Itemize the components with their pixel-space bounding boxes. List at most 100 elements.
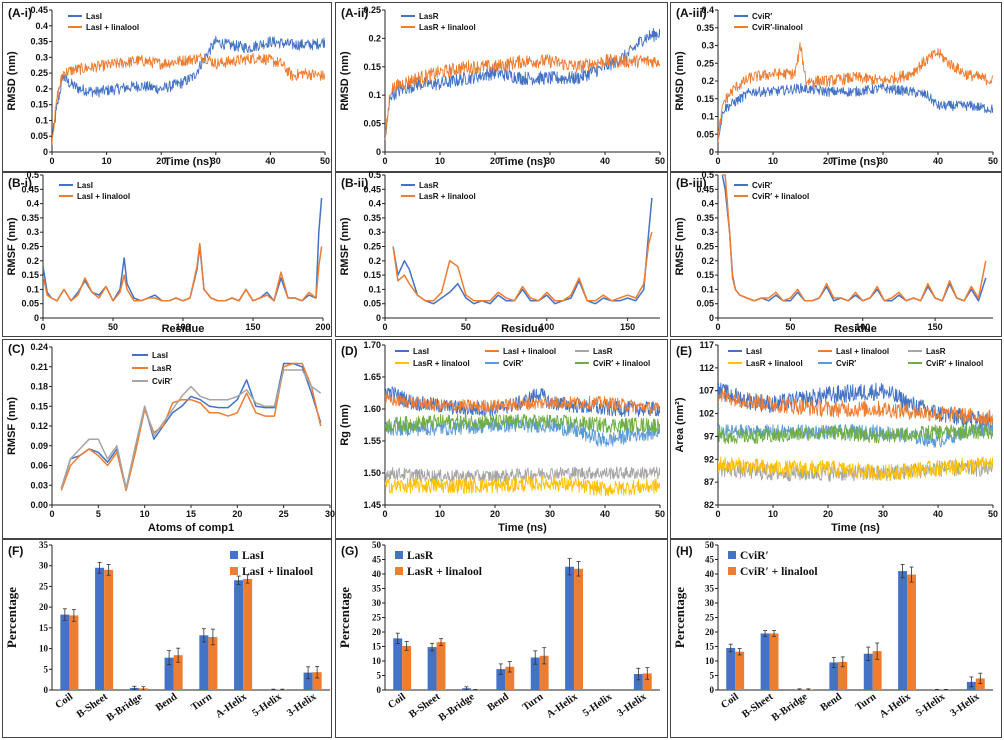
y-tick-label: 1.50 — [363, 468, 381, 478]
y-tick-label: 0.2 — [368, 256, 381, 266]
y-tick-label: 0.45 — [696, 184, 714, 194]
legend-label: CviR′ — [503, 359, 523, 368]
plot-area — [721, 174, 987, 302]
y-tick-label: 0.35 — [696, 23, 714, 33]
bar — [642, 673, 652, 690]
y-tick-label: 0.05 — [696, 129, 714, 139]
y-tick-label: 0 — [709, 313, 714, 323]
x-tick-label: 0 — [715, 509, 720, 519]
y-tick-label: 0.25 — [30, 68, 48, 78]
legend-label: LasI — [746, 347, 762, 356]
bar — [427, 647, 437, 690]
legend-label: LasI + linalool — [86, 23, 139, 32]
x-tick-label: 150 — [245, 322, 260, 332]
x-tick-label: 25 — [279, 509, 289, 519]
series-line-6 — [385, 413, 660, 434]
bar — [530, 657, 540, 690]
bar — [104, 569, 114, 690]
panel-border — [2, 2, 332, 172]
series-line-2 — [385, 393, 660, 415]
y-tick-label: 0.15 — [30, 401, 48, 411]
legend-label: LasI + linalool — [77, 192, 130, 201]
bar — [234, 580, 244, 690]
series-line-2 — [385, 53, 660, 140]
panel-label: (G) — [341, 544, 358, 558]
legend-label: LasR — [152, 364, 172, 373]
legend-label: LasI — [242, 550, 265, 562]
category-label: 5-Helix — [581, 691, 615, 719]
x-tick-label: 150 — [620, 322, 635, 332]
y-axis-label: RMSF (nm) — [674, 217, 686, 275]
x-tick-label: 50 — [108, 322, 118, 332]
legend-label: CviR′ — [752, 12, 772, 21]
bar — [735, 651, 745, 690]
y-tick-label: 0.2 — [26, 256, 39, 266]
series-line-2 — [43, 242, 323, 302]
x-tick-label: 0 — [40, 322, 45, 332]
x-axis-label: Time (ns) — [831, 522, 880, 534]
legend-label: CviR′ + linalool — [740, 566, 818, 578]
x-tick-label: 5 — [96, 509, 101, 519]
legend-label: LasR + linalool — [407, 566, 482, 578]
bar — [496, 669, 506, 690]
y-tick-label: 5 — [710, 671, 715, 681]
y-tick-label: 0.06 — [30, 461, 48, 471]
y-tick-label: 0 — [44, 685, 49, 695]
y-tick-label: 0.25 — [363, 5, 381, 15]
x-tick-label: 15 — [186, 509, 196, 519]
legend: LasR LasR + linalool — [401, 12, 476, 32]
legend-label: LasR + linalool — [746, 359, 803, 368]
category-label: B-Bridge — [105, 691, 145, 724]
legend-label: CviR′ + linalool — [593, 359, 650, 368]
y-tick-label: 0.35 — [696, 213, 714, 223]
panel-label: (E) — [676, 344, 692, 358]
panel-a-iii: 0 0.05 0.1 0.15 0.2 0.25 0.3 0.35 0.4 0 10 20 30 40 50… — [670, 2, 1002, 172]
x-tick-label: 20 — [156, 156, 166, 166]
category-label: Coil — [386, 691, 408, 711]
y-tick-label: 0.4 — [701, 5, 714, 15]
y-tick-label: 0.3 — [368, 227, 381, 237]
y-tick-label: 0.05 — [363, 299, 381, 309]
panel-border — [335, 539, 668, 738]
panel-border — [670, 2, 1002, 172]
panel-a-ii: 0 0.05 0.1 0.15 0.2 0.25 0 10 20 30 40 50 Time (ns) R… — [335, 2, 668, 172]
y-tick-label: 0.21 — [30, 362, 48, 372]
bar — [565, 566, 575, 690]
x-tick-label: 20 — [823, 156, 833, 166]
bar — [173, 655, 183, 690]
category-label: A-Helix — [214, 691, 250, 721]
legend-label: CviR′ — [152, 377, 172, 386]
series-line-1 — [52, 35, 325, 139]
y-tick-label: 0.45 — [21, 184, 39, 194]
legend-label: LasI + linalool — [242, 566, 313, 578]
series-line-4 — [718, 456, 993, 481]
legend-label: CviR′ + linalool — [926, 359, 983, 368]
legend-swatch — [395, 551, 403, 559]
y-tick-label: 0.03 — [30, 480, 48, 490]
y-tick-label: 40 — [705, 569, 715, 579]
y-tick-label: 0.24 — [30, 342, 48, 352]
panel-border — [335, 339, 668, 539]
bar — [393, 638, 403, 690]
panel-label: (A-ii) — [341, 6, 368, 20]
y-tick-label: 0.5 — [368, 170, 381, 180]
category-label: Bend — [154, 691, 180, 713]
y-tick-label: 87 — [704, 477, 714, 487]
y-tick-label: 0.15 — [696, 270, 714, 280]
y-tick-label: 0.2 — [368, 33, 381, 43]
y-axis-label: RMSF (nm) — [6, 217, 18, 275]
y-tick-label: 82 — [704, 500, 714, 510]
series-line-4 — [385, 475, 660, 497]
panel-label: (H) — [676, 544, 693, 558]
x-tick-label: 50 — [655, 156, 665, 166]
bar — [402, 645, 412, 690]
y-axis-label: RMSF (nm) — [339, 217, 351, 275]
category-label: A-Helix — [545, 691, 581, 721]
y-tick-label: 0.18 — [30, 382, 48, 392]
legend: LasI LasR CviR′ — [132, 351, 172, 386]
legend-label: LasR + linalool — [419, 23, 476, 32]
y-tick-label: 0.5 — [701, 170, 714, 180]
category-label: A-Helix — [878, 691, 914, 721]
y-tick-label: 45 — [705, 555, 715, 565]
